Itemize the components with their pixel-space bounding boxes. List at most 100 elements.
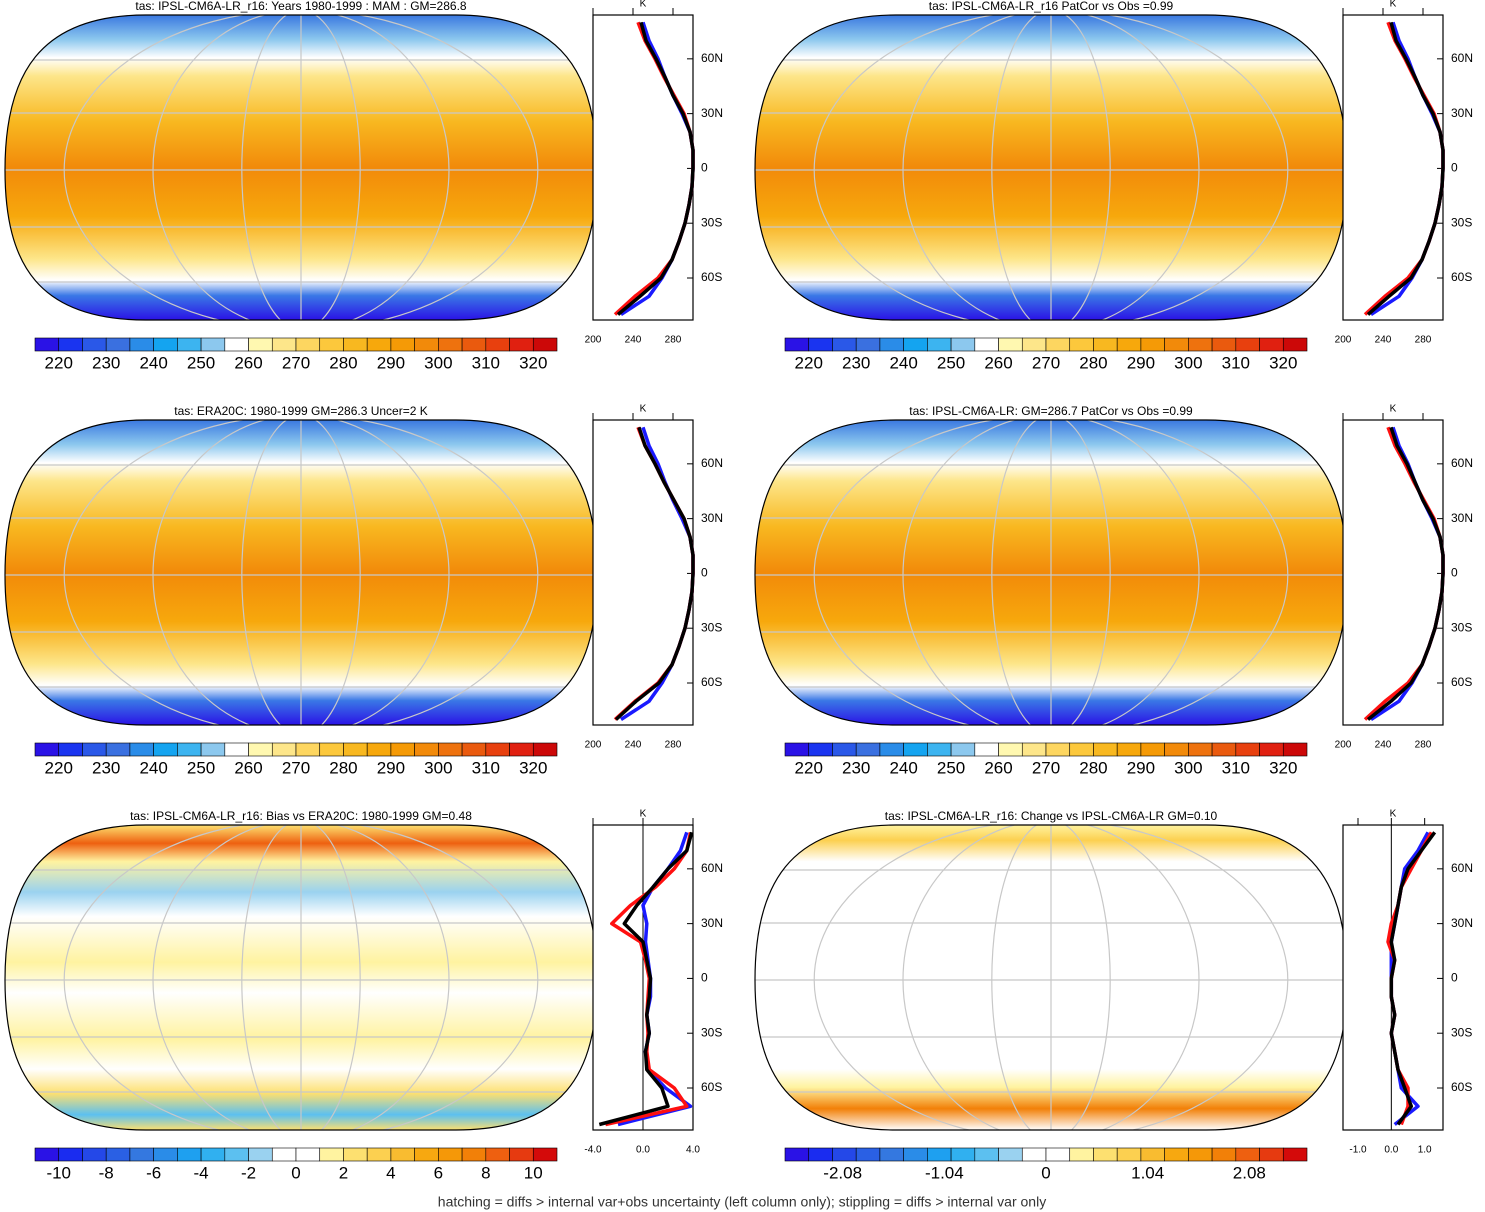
colorbar-box [461,1147,487,1162]
colorbar-box [1021,337,1047,352]
colorbar-box [343,742,368,757]
colorbar-box [1140,1147,1165,1162]
meridian [813,825,1289,1130]
y-tick-label: 60N [1451,861,1473,875]
colorbar-box [879,337,904,352]
colorbar-box [295,742,321,757]
colorbar-box [414,742,439,757]
map-title: tas: IPSL-CM6A-LR: GM=286.7 PatCor vs Ob… [909,404,1193,418]
colorbar-box [1093,337,1118,352]
colorbar-box [855,1147,881,1162]
colorbar-label: 8 [481,1163,490,1182]
colorbar-label: 10 [524,1163,543,1182]
y-tick-label: 30N [1451,511,1473,525]
colorbar-box [390,337,415,352]
colorbar-box [366,337,392,352]
colorbar-label: 270 [1032,353,1060,372]
colorbar-label: 220 [45,758,73,777]
y-tick-label: 60N [1451,456,1473,470]
colorbar-box [1259,1147,1284,1162]
y-tick-label: 60S [1451,270,1472,284]
colorbar-box [271,742,297,757]
colorbar-box [1211,742,1237,757]
colorbar-label: 300 [1174,758,1202,777]
y-tick-label: 0 [701,971,708,985]
meridian [63,825,539,1130]
colorbar-box [129,337,154,352]
colorbar-box [366,1147,392,1162]
colorbar-box [461,337,487,352]
colorbar-box [903,1147,928,1162]
colorbar-box [1164,337,1189,352]
y-tick-label: 30N [1451,916,1473,930]
colorbar-box [784,1147,810,1162]
colorbar-box [1045,742,1071,757]
x-tick-label: -4.0 [584,1145,602,1156]
y-tick-label: 30N [1451,106,1473,120]
colorbar-label: 250 [187,758,215,777]
colorbar-label: 280 [329,353,357,372]
y-tick-label: 0 [1451,161,1458,175]
colorbar-box [998,742,1023,757]
y-tick-label: 60N [701,51,723,65]
colorbar-box [1116,742,1142,757]
colorbar-box [903,742,928,757]
x-tick-label: 240 [625,740,642,751]
colorbar-box [879,1147,904,1162]
x-tick-label: 0.0 [1384,1145,1398,1156]
colorbar-box [1188,337,1213,352]
colorbar-box [390,742,415,757]
colorbar-label: 0 [291,1163,300,1182]
map-border [4,419,598,726]
colorbar-label: 280 [1079,353,1107,372]
colorbar-box [248,337,273,352]
profile-unit: K [640,809,647,820]
colorbar-box [177,337,202,352]
colorbar-label: 240 [139,758,167,777]
x-tick-label: 280 [1415,740,1432,751]
profile-unit: K [1390,0,1397,10]
meridian [902,15,1200,320]
colorbar-box [1140,337,1165,352]
colorbar-box [177,1147,202,1162]
colorbar-label: -2 [241,1163,256,1182]
colorbar-box [1021,742,1047,757]
map-title: tas: IPSL-CM6A-LR_r16 PatCor vs Obs =0.9… [929,0,1174,13]
colorbar-box [1045,1147,1071,1162]
colorbar-box [200,1147,226,1162]
colorbar-label: 300 [1174,353,1202,372]
map-grid [5,825,597,1130]
colorbar-label: 230 [92,758,120,777]
map-title: tas: ERA20C: 1980-1999 GM=286.3 Uncer=2 … [174,404,427,418]
colorbar-box [1021,1147,1047,1162]
colorbar-label: 290 [1127,758,1155,777]
colorbar-box [129,1147,154,1162]
y-tick-label: 30S [1451,620,1472,634]
profile-unit: K [640,404,647,415]
colorbar-label: 300 [424,758,452,777]
colorbar-box [1235,742,1260,757]
colorbar-label: 270 [282,758,310,777]
profile-frame [592,419,694,726]
x-tick-label: 280 [665,740,682,751]
profile-line [616,21,695,316]
profile-line [598,831,694,1127]
colorbar-label: 280 [329,758,357,777]
meridian [152,420,450,725]
colorbar-box [319,742,344,757]
colorbar-box [105,337,131,352]
y-tick-label: 60N [701,456,723,470]
map-title: tas: IPSL-CM6A-LR_r16: Years 1980-1999 :… [135,0,466,13]
colorbar-label: 290 [1127,353,1155,372]
meridian [152,15,450,320]
meridian [63,15,539,320]
colorbar-box [1188,1147,1213,1162]
colorbar-box [927,1147,952,1162]
colorbar-box [82,742,107,757]
meridian [63,420,539,725]
colorbar-box [105,1147,131,1162]
y-tick-label: 60S [701,1080,722,1094]
colorbar-box [1211,337,1237,352]
colorbar-box [1188,742,1213,757]
